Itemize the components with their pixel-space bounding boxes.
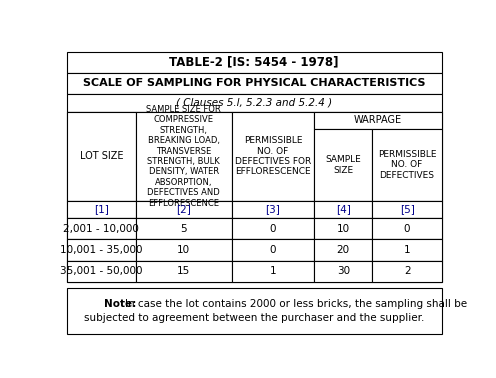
Text: PERMISSIBLE
NO. OF
DEFECTIVES: PERMISSIBLE NO. OF DEFECTIVES xyxy=(378,150,436,180)
Text: 30: 30 xyxy=(337,266,350,276)
Text: SAMPLE SIZE FOR
COMPRESSIVE
STRENGTH,
BREAKING LOAD,
TRANSVERSE
STRENGTH, BULK
D: SAMPLE SIZE FOR COMPRESSIVE STRENGTH, BR… xyxy=(146,105,221,208)
Text: Note:: Note: xyxy=(104,299,136,309)
Bar xyxy=(232,261,314,282)
Bar xyxy=(232,201,314,218)
Text: SCALE OF SAMPLING FOR PHYSICAL CHARACTERISTICS: SCALE OF SAMPLING FOR PHYSICAL CHARACTER… xyxy=(83,78,426,88)
Text: In case the lot contains 2000 or less bricks, the sampling shall be: In case the lot contains 2000 or less br… xyxy=(125,299,467,309)
Bar xyxy=(66,240,442,261)
Bar xyxy=(66,112,136,201)
Bar xyxy=(372,261,442,282)
Bar xyxy=(136,218,232,240)
Bar xyxy=(314,261,372,282)
Bar xyxy=(136,261,232,282)
Bar xyxy=(66,112,442,201)
Text: 20: 20 xyxy=(337,245,350,255)
Bar xyxy=(66,94,442,112)
Bar xyxy=(372,218,442,240)
Text: 35,001 - 50,000: 35,001 - 50,000 xyxy=(60,266,142,276)
Text: LOT SIZE: LOT SIZE xyxy=(79,152,123,161)
Bar xyxy=(66,261,442,282)
Bar xyxy=(66,201,136,218)
Bar xyxy=(136,240,232,261)
Bar xyxy=(66,52,442,73)
Text: [4]: [4] xyxy=(336,204,351,215)
Bar xyxy=(232,240,314,261)
Bar xyxy=(314,201,372,218)
Text: [1]: [1] xyxy=(94,204,109,215)
Bar xyxy=(232,112,314,201)
Bar xyxy=(66,201,442,218)
Text: [5]: [5] xyxy=(400,204,415,215)
Text: TABLE-2 [IS: 5454 - 1978]: TABLE-2 [IS: 5454 - 1978] xyxy=(170,56,339,69)
Text: 0: 0 xyxy=(270,224,276,234)
Text: 0: 0 xyxy=(270,245,276,255)
Bar xyxy=(372,240,442,261)
Bar xyxy=(66,240,136,261)
Text: 2,001 - 10,000: 2,001 - 10,000 xyxy=(63,224,139,234)
Bar xyxy=(314,218,372,240)
Text: [2]: [2] xyxy=(177,204,191,215)
Bar xyxy=(66,288,442,334)
Text: [3]: [3] xyxy=(265,204,280,215)
Text: ( Clauses 5.l, 5.2.3 and 5.2.4 ): ( Clauses 5.l, 5.2.3 and 5.2.4 ) xyxy=(176,98,332,108)
Text: 10: 10 xyxy=(337,224,350,234)
Text: 1: 1 xyxy=(270,266,276,276)
Bar xyxy=(314,112,442,129)
Bar xyxy=(66,218,136,240)
Text: subjected to agreement between the purchaser and the supplier.: subjected to agreement between the purch… xyxy=(84,313,425,323)
Bar xyxy=(372,201,442,218)
Text: 1: 1 xyxy=(404,245,410,255)
Bar xyxy=(232,218,314,240)
Bar xyxy=(314,240,372,261)
Text: 10,001 - 35,000: 10,001 - 35,000 xyxy=(60,245,142,255)
Text: 5: 5 xyxy=(181,224,187,234)
Text: WARPAGE: WARPAGE xyxy=(354,115,402,125)
Bar xyxy=(136,112,232,201)
Bar xyxy=(136,201,232,218)
Text: 2: 2 xyxy=(404,266,410,276)
Bar xyxy=(66,73,442,94)
Bar xyxy=(66,261,136,282)
Bar xyxy=(314,129,372,201)
Text: 0: 0 xyxy=(404,224,410,234)
Text: SAMPLE
SIZE: SAMPLE SIZE xyxy=(325,155,361,175)
Text: 10: 10 xyxy=(177,245,190,255)
Text: PERMISSIBLE
NO. OF
DEFECTIVES FOR
EFFLORESCENCE: PERMISSIBLE NO. OF DEFECTIVES FOR EFFLOR… xyxy=(235,136,311,177)
Bar xyxy=(66,218,442,240)
Text: 15: 15 xyxy=(177,266,190,276)
Bar xyxy=(372,129,442,201)
